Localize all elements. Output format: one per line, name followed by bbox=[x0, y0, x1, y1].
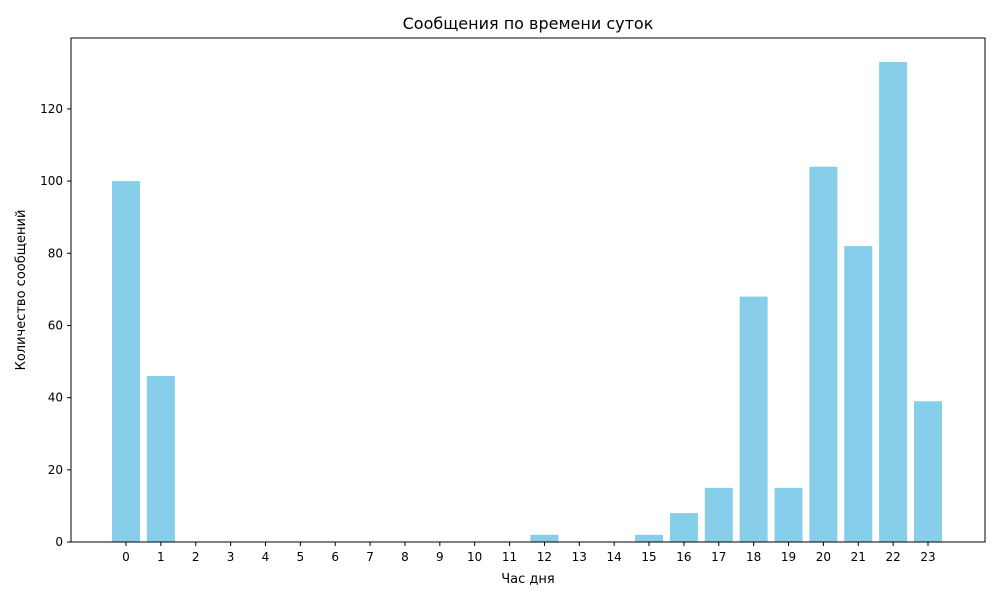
x-tick-label: 15 bbox=[641, 550, 656, 564]
chart-title: Сообщения по времени суток bbox=[403, 14, 654, 33]
bar-hour-23 bbox=[914, 401, 943, 542]
x-tick-label: 3 bbox=[227, 550, 235, 564]
x-tick-label: 5 bbox=[297, 550, 305, 564]
y-tick-label: 0 bbox=[55, 535, 63, 549]
bar-hour-0 bbox=[112, 181, 140, 542]
y-axis: 0 20 40 60 80 100 120 bbox=[40, 102, 71, 549]
x-tick-label: 9 bbox=[436, 550, 444, 564]
x-tick-label: 0 bbox=[122, 550, 130, 564]
x-tick-label: 2 bbox=[192, 550, 200, 564]
y-tick-label: 80 bbox=[48, 246, 63, 260]
bars-group bbox=[112, 62, 943, 542]
x-tick-label: 22 bbox=[885, 550, 900, 564]
x-tick-label: 14 bbox=[607, 550, 622, 564]
x-axis-label: Час дня bbox=[501, 572, 554, 587]
x-tick-label: 10 bbox=[467, 550, 482, 564]
x-tick-label: 23 bbox=[920, 550, 935, 564]
bar-hour-20 bbox=[809, 166, 838, 542]
bar-hour-1 bbox=[146, 375, 175, 542]
x-tick-label: 6 bbox=[331, 550, 339, 564]
bar-hour-17 bbox=[704, 487, 733, 542]
x-tick-label: 13 bbox=[572, 550, 587, 564]
y-tick-label: 100 bbox=[40, 174, 63, 188]
y-tick-label: 40 bbox=[48, 391, 63, 405]
x-tick-label: 8 bbox=[401, 550, 409, 564]
bar-hour-16 bbox=[669, 513, 698, 542]
plot-frame bbox=[70, 37, 986, 543]
x-tick-label: 21 bbox=[851, 550, 866, 564]
x-tick-label: 17 bbox=[711, 550, 726, 564]
y-axis-label: Количество сообщений bbox=[14, 210, 29, 371]
bar-hour-12 bbox=[530, 534, 559, 542]
x-axis: 0 1 2 3 4 5 6 7 8 9 10 11 12 13 14 15 16 17 18 19 20 21 22 23 bbox=[122, 542, 936, 564]
y-tick-label: 60 bbox=[48, 318, 63, 332]
x-tick-label: 20 bbox=[816, 550, 831, 564]
x-tick-label: 11 bbox=[502, 550, 517, 564]
bar-hour-21 bbox=[844, 246, 873, 542]
bar-hour-19 bbox=[774, 487, 803, 542]
bar-hour-18 bbox=[739, 296, 768, 542]
x-tick-label: 1 bbox=[157, 550, 165, 564]
x-tick-label: 16 bbox=[676, 550, 691, 564]
x-tick-label: 18 bbox=[746, 550, 761, 564]
y-tick-label: 20 bbox=[48, 463, 63, 477]
x-tick-label: 19 bbox=[781, 550, 796, 564]
x-tick-label: 12 bbox=[537, 550, 552, 564]
x-tick-label: 4 bbox=[262, 550, 270, 564]
bar-hour-22 bbox=[879, 62, 908, 542]
x-tick-label: 7 bbox=[366, 550, 374, 564]
bar-hour-15 bbox=[635, 534, 664, 542]
y-tick-label: 120 bbox=[40, 102, 63, 116]
